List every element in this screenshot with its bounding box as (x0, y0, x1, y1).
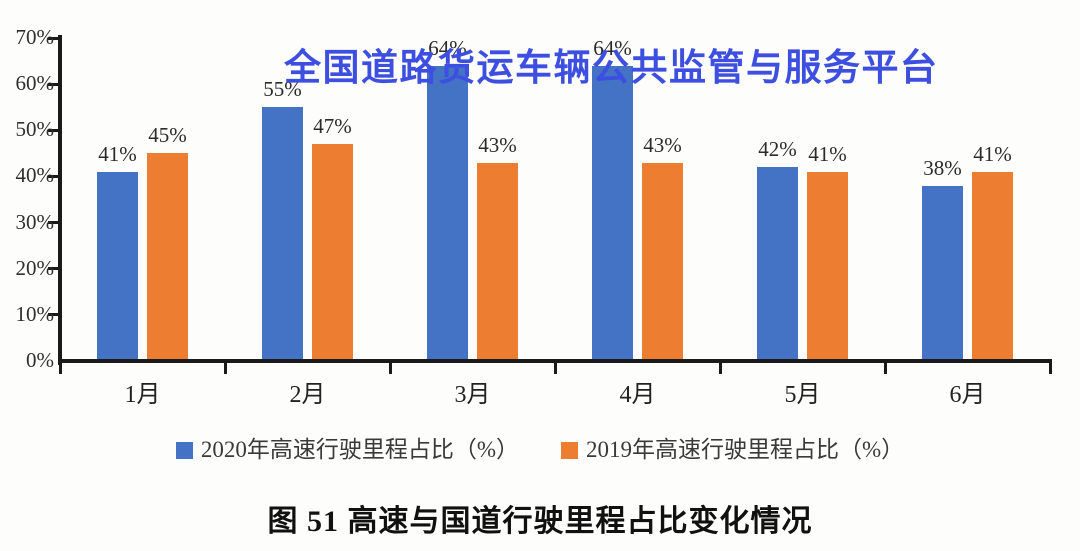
bar-value-label: 64% (428, 35, 467, 60)
bar-3月-2019年高速行驶里程占比（%） (477, 162, 518, 361)
y-axis-line (58, 35, 62, 365)
bar-value-label: 43% (478, 132, 517, 157)
bar-6月-2020年高速行驶里程占比（%） (922, 185, 963, 361)
x-axis-label: 5月 (784, 382, 821, 408)
y-axis-tick-label: 30% (15, 209, 55, 234)
bar-value-label: 42% (758, 137, 797, 162)
legend-label: 2019年高速行驶里程占比（%） (586, 437, 905, 462)
x-axis-line (58, 359, 1052, 363)
y-axis-tick (48, 82, 61, 86)
y-axis-tick (48, 267, 61, 271)
y-axis-tick-label: 0% (26, 348, 54, 372)
bar-value-label: 41% (973, 141, 1012, 166)
y-axis-tick-label: 10% (15, 301, 55, 326)
x-axis-label: 6月 (949, 382, 986, 408)
bar-value-label: 55% (263, 77, 302, 102)
bar-4月-2019年高速行驶里程占比（%） (642, 162, 683, 361)
y-axis-tick-label: 20% (15, 255, 55, 280)
x-axis-tick (553, 361, 557, 374)
bar-value-label: 47% (313, 114, 352, 139)
y-axis-tick (48, 36, 61, 40)
x-axis-tick (223, 361, 227, 374)
y-axis-tick (48, 174, 61, 178)
y-axis-tick-label: 60% (15, 71, 55, 96)
bar-value-label: 41% (98, 141, 137, 166)
legend-item: 2019年高速行驶里程占比（%） (561, 437, 904, 463)
bar-5月-2019年高速行驶里程占比（%） (807, 171, 848, 361)
figure-caption: 图 51 高速与国道行驶里程占比变化情况 (267, 505, 813, 538)
y-axis-tick (48, 128, 61, 132)
bar-value-label: 43% (643, 132, 682, 157)
bar-5月-2020年高速行驶里程占比（%） (757, 167, 798, 361)
bar-1月-2019年高速行驶里程占比（%） (147, 153, 188, 361)
bar-value-label: 64% (593, 35, 632, 60)
legend-swatch-icon (561, 441, 578, 459)
x-axis-tick (718, 361, 722, 374)
bar-value-label: 41% (808, 141, 847, 166)
legend-label: 2020年高速行驶里程占比（%） (200, 437, 519, 462)
x-axis-label: 3月 (454, 382, 491, 408)
bar-4月-2020年高速行驶里程占比（%） (592, 65, 633, 361)
y-axis-tick-label: 40% (15, 163, 55, 188)
x-axis-tick (883, 361, 887, 374)
legend-item: 2020年高速行驶里程占比（%） (175, 437, 519, 463)
x-axis-tick (1048, 361, 1052, 374)
x-axis-label: 4月 (619, 382, 656, 408)
x-axis-tick (58, 361, 62, 374)
bar-2月-2020年高速行驶里程占比（%） (262, 107, 303, 361)
x-axis-label: 2月 (289, 382, 326, 408)
bar-6月-2019年高速行驶里程占比（%） (972, 171, 1013, 361)
legend-swatch-icon (175, 441, 193, 459)
y-axis-tick (48, 221, 61, 225)
chart-legend: 2020年高速行驶里程占比（%） 2019年高速行驶里程占比（%） (0, 437, 1080, 463)
watermark-title: 全国道路货运车辆公共监管与服务平台 (284, 47, 939, 88)
bar-3月-2020年高速行驶里程占比（%） (427, 65, 468, 361)
y-axis-tick-label: 70% (15, 25, 55, 49)
bar-2月-2019年高速行驶里程占比（%） (312, 144, 353, 361)
x-axis-tick (388, 361, 392, 374)
bar-value-label: 45% (148, 123, 187, 148)
x-axis-label: 1月 (124, 382, 161, 408)
bar-1月-2020年高速行驶里程占比（%） (97, 171, 138, 361)
y-axis-tick (48, 313, 61, 317)
bar-value-label: 38% (923, 155, 962, 180)
y-axis-tick-label: 50% (15, 117, 55, 142)
